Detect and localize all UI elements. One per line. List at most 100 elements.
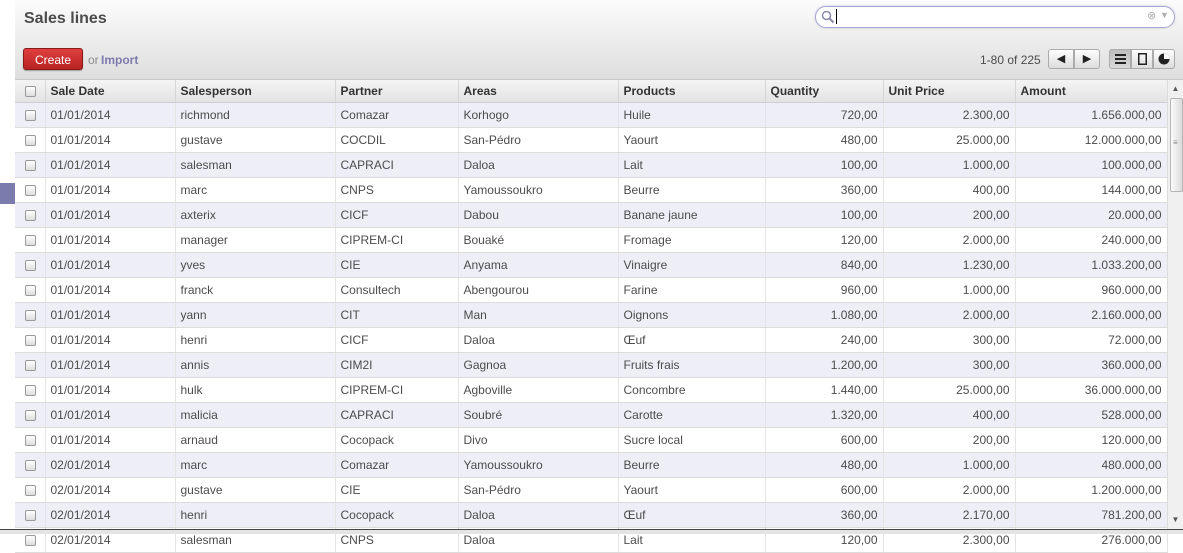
column-header-sale-date[interactable]: Sale Date bbox=[45, 80, 176, 103]
row-checkbox[interactable] bbox=[25, 485, 36, 497]
table-header-row: Sale Date Salesperson Partner Areas Prod… bbox=[15, 80, 1168, 103]
row-checkbox[interactable] bbox=[25, 185, 36, 197]
row-checkbox-cell[interactable] bbox=[15, 402, 46, 428]
bottom-edge bbox=[0, 529, 1183, 534]
table-row[interactable]: 02/01/2014 gustave CIE San-Pédro Yaourt 600,0… bbox=[15, 477, 1168, 503]
row-checkbox[interactable] bbox=[25, 135, 36, 147]
column-header-quantity[interactable]: Quantity bbox=[765, 80, 884, 103]
table-row[interactable]: 01/01/2014 richmond Comazar Korhogo Huile 720… bbox=[15, 102, 1168, 128]
column-header-salesperson[interactable]: Salesperson bbox=[175, 80, 336, 103]
row-checkbox[interactable] bbox=[25, 210, 36, 222]
row-checkbox-cell[interactable] bbox=[15, 302, 46, 328]
row-checkbox[interactable] bbox=[25, 285, 36, 297]
row-checkbox-cell[interactable] bbox=[15, 502, 46, 528]
cell-products: Concombre bbox=[618, 377, 766, 403]
arrow-right-icon: ▶ bbox=[1082, 53, 1092, 65]
column-header-products[interactable]: Products bbox=[618, 80, 766, 103]
table-row[interactable]: 01/01/2014 malicia CAPRACI Soubré Carotte 1.3… bbox=[15, 402, 1168, 428]
table-row[interactable]: 01/01/2014 yves CIE Anyama Vinaigre 840,00 1.2… bbox=[15, 252, 1168, 278]
table-row[interactable]: 01/01/2014 hulk CIPREM-CI Agboville Concombr… bbox=[15, 377, 1168, 403]
column-header-amount[interactable]: Amount bbox=[1015, 80, 1168, 103]
list-view-button[interactable] bbox=[1109, 49, 1131, 69]
left-menu-tab[interactable] bbox=[0, 183, 15, 204]
select-all-checkbox[interactable] bbox=[25, 86, 36, 98]
row-checkbox[interactable] bbox=[25, 310, 36, 322]
cell-areas: Divo bbox=[458, 427, 619, 453]
cell-salesperson: salesman bbox=[175, 152, 336, 178]
search-input[interactable] bbox=[836, 9, 1139, 24]
row-checkbox-cell[interactable] bbox=[15, 177, 46, 203]
column-header-areas[interactable]: Areas bbox=[458, 80, 619, 103]
row-checkbox[interactable] bbox=[25, 435, 36, 447]
row-checkbox[interactable] bbox=[25, 335, 36, 347]
form-view-button[interactable] bbox=[1131, 49, 1153, 69]
row-checkbox-cell[interactable] bbox=[15, 327, 46, 353]
import-link[interactable]: Import bbox=[101, 53, 139, 67]
row-checkbox[interactable] bbox=[25, 385, 36, 397]
cell-areas: Bouaké bbox=[458, 227, 619, 253]
table-row[interactable]: 01/01/2014 manager CIPREM-CI Bouaké Fromage 1… bbox=[15, 227, 1168, 253]
cell-unit-price: 25.000,00 bbox=[883, 127, 1016, 153]
table-row[interactable]: 01/01/2014 franck Consultech Abengourou Fari… bbox=[15, 277, 1168, 303]
cell-partner: CICF bbox=[335, 327, 459, 353]
row-checkbox-cell[interactable] bbox=[15, 202, 46, 228]
row-checkbox-cell[interactable] bbox=[15, 352, 46, 378]
pager-next-button[interactable]: ▶ bbox=[1074, 49, 1100, 69]
row-checkbox-cell[interactable] bbox=[15, 452, 46, 478]
create-button[interactable]: Create bbox=[23, 48, 83, 70]
row-checkbox-cell[interactable] bbox=[15, 277, 46, 303]
table-row[interactable]: 01/01/2014 salesman CAPRACI Daloa Lait 100,00… bbox=[15, 152, 1168, 178]
row-checkbox-cell[interactable] bbox=[15, 127, 46, 153]
cell-partner: CICF bbox=[335, 202, 459, 228]
cell-salesperson: richmond bbox=[175, 102, 336, 128]
row-checkbox-cell[interactable] bbox=[15, 477, 46, 503]
row-checkbox[interactable] bbox=[25, 235, 36, 247]
row-checkbox[interactable] bbox=[25, 360, 36, 372]
row-checkbox[interactable] bbox=[25, 510, 36, 522]
pager-previous-button[interactable]: ◀ bbox=[1048, 49, 1074, 69]
table-row[interactable]: 01/01/2014 axterix CICF Dabou Banane jaune 10… bbox=[15, 202, 1168, 228]
row-checkbox[interactable] bbox=[25, 460, 36, 472]
table-row[interactable]: 01/01/2014 henri CICF Daloa Œuf 240,00 300,00 7… bbox=[15, 327, 1168, 353]
table-row[interactable]: 01/01/2014 gustave COCDIL San-Pédro Yaourt 48… bbox=[15, 127, 1168, 153]
graph-view-button[interactable] bbox=[1153, 49, 1175, 69]
cell-salesperson: franck bbox=[175, 277, 336, 303]
scroll-up-icon[interactable]: ▲ bbox=[1171, 84, 1180, 93]
row-checkbox[interactable] bbox=[25, 260, 36, 272]
table-row[interactable]: 01/01/2014 marc CNPS Yamoussoukro Beurre 360,… bbox=[15, 177, 1168, 203]
search-icon bbox=[821, 10, 835, 24]
row-checkbox[interactable] bbox=[25, 110, 36, 122]
cell-unit-price: 25.000,00 bbox=[883, 377, 1016, 403]
table-row[interactable]: 02/01/2014 henri Cocopack Daloa Œuf 360,00 2.1… bbox=[15, 502, 1168, 528]
column-header-unit-price[interactable]: Unit Price bbox=[883, 80, 1016, 103]
vertical-scrollbar[interactable]: ▲ ≡ ▼ bbox=[1167, 80, 1183, 529]
select-all-checkbox-cell[interactable] bbox=[15, 80, 46, 103]
row-checkbox-cell[interactable] bbox=[15, 427, 46, 453]
pager-text[interactable]: 1-80 of 225 bbox=[980, 53, 1041, 67]
cell-areas: Agboville bbox=[458, 377, 619, 403]
scroll-down-icon[interactable]: ▼ bbox=[1171, 515, 1180, 524]
cell-salesperson: manager bbox=[175, 227, 336, 253]
row-checkbox-cell[interactable] bbox=[15, 377, 46, 403]
row-checkbox[interactable] bbox=[25, 160, 36, 172]
row-checkbox-cell[interactable] bbox=[15, 152, 46, 178]
scrollbar-thumb[interactable]: ≡ bbox=[1170, 98, 1183, 192]
row-checkbox-cell[interactable] bbox=[15, 102, 46, 128]
row-checkbox-cell[interactable] bbox=[15, 227, 46, 253]
clear-search-icon[interactable]: ⊗ bbox=[1147, 10, 1157, 22]
table-row[interactable]: 02/01/2014 marc Comazar Yamoussoukro Beurre 4… bbox=[15, 452, 1168, 478]
cell-unit-price: 1.000,00 bbox=[883, 277, 1016, 303]
cell-amount: 1.200.000,00 bbox=[1015, 477, 1168, 503]
table-row[interactable]: 01/01/2014 annis CIM2I Gagnoa Fruits frais 1.… bbox=[15, 352, 1168, 378]
cell-sale-date: 01/01/2014 bbox=[45, 377, 176, 403]
cell-areas: Soubré bbox=[458, 402, 619, 428]
cell-products: Yaourt bbox=[618, 127, 766, 153]
row-checkbox-cell[interactable] bbox=[15, 252, 46, 278]
chevron-down-icon[interactable]: ▼ bbox=[1160, 10, 1169, 20]
table-row[interactable]: 01/01/2014 arnaud Cocopack Divo Sucre local 6… bbox=[15, 427, 1168, 453]
column-header-partner[interactable]: Partner bbox=[335, 80, 459, 103]
table-row[interactable]: 01/01/2014 yann CIT Man Oignons 1.080,00 2.000… bbox=[15, 302, 1168, 328]
row-checkbox[interactable] bbox=[25, 410, 36, 422]
search-box[interactable]: ⊗ ▼ bbox=[815, 6, 1175, 28]
row-checkbox[interactable] bbox=[25, 535, 36, 547]
